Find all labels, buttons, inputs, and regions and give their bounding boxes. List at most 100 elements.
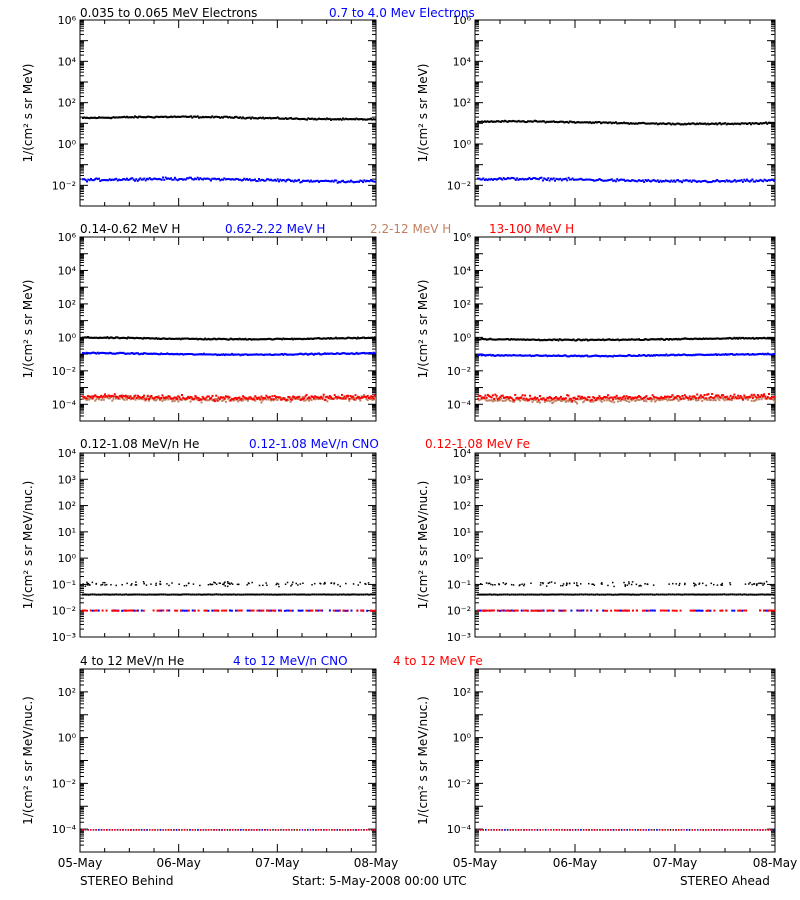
data-point: [606, 122, 609, 125]
data-point: [211, 593, 214, 596]
data-point: [540, 582, 542, 584]
data-point: [738, 397, 741, 400]
data-point: [292, 353, 295, 356]
data-point: [712, 122, 715, 125]
data-point: [115, 395, 117, 398]
data-point: [105, 583, 108, 586]
data-point: [773, 337, 775, 340]
data-point: [198, 178, 200, 181]
data-point: [150, 593, 153, 596]
data-point: [547, 120, 550, 123]
data-point: [192, 115, 195, 118]
data-point: [134, 179, 136, 182]
data-point: [506, 338, 509, 340]
data-point: [676, 354, 679, 357]
data-point: [356, 609, 359, 612]
data-point: [222, 337, 225, 340]
data-point: [260, 395, 263, 398]
data-point: [712, 397, 715, 399]
data-point: [179, 398, 182, 401]
data-point: [672, 398, 675, 401]
data-point: [557, 399, 560, 402]
data-point: [354, 593, 357, 596]
data-point: [226, 178, 228, 181]
data-point: [91, 581, 94, 584]
data-point: [262, 584, 264, 587]
data-point: [342, 117, 344, 120]
data-point: [171, 116, 174, 119]
data-point: [97, 396, 100, 399]
data-point: [181, 394, 183, 396]
data-point: [299, 593, 302, 596]
data-point: [551, 402, 554, 404]
data-point: [167, 116, 170, 119]
data-point: [148, 177, 151, 180]
data-point: [578, 609, 581, 612]
data-point: [527, 354, 530, 357]
data-point: [281, 593, 284, 596]
data-point: [252, 179, 255, 182]
data-point: [542, 339, 545, 342]
data-point: [699, 353, 702, 356]
data-point: [226, 353, 229, 356]
data-point: [315, 609, 318, 612]
data-point: [602, 179, 605, 182]
data-point: [265, 338, 268, 341]
data-point: [626, 338, 629, 341]
data-point: [276, 593, 278, 596]
data-point: [130, 336, 133, 339]
data-point: [656, 123, 659, 126]
data-point: [517, 338, 520, 341]
data-point: [294, 179, 296, 182]
data-point: [758, 337, 761, 340]
data-point: [576, 402, 579, 405]
data-point: [540, 354, 543, 357]
data-point: [167, 337, 170, 340]
data-point: [234, 178, 236, 181]
data-point: [567, 400, 570, 403]
data-point: [273, 394, 276, 397]
data-point: [531, 400, 534, 403]
data-point: [636, 180, 639, 183]
data-point: [600, 397, 603, 400]
data-point: [624, 593, 626, 596]
data-point: [483, 120, 486, 123]
data-point: [671, 122, 674, 125]
data-point: [367, 336, 370, 339]
data-point: [652, 398, 655, 401]
data-point: [524, 338, 527, 341]
data-point: [333, 397, 336, 400]
data-point: [672, 395, 675, 398]
data-point: [110, 117, 112, 120]
data-point: [669, 354, 671, 357]
data-point: [552, 338, 555, 341]
data-point: [745, 593, 748, 596]
data-point: [489, 120, 492, 123]
data-point: [258, 178, 260, 180]
data-point: [489, 337, 492, 340]
data-point: [729, 398, 732, 401]
data-point: [240, 179, 243, 182]
data-point: [196, 398, 199, 401]
data-point: [543, 120, 546, 123]
data-point: [118, 397, 121, 400]
data-point: [364, 180, 367, 183]
data-point: [310, 399, 313, 402]
data-point: [521, 177, 524, 180]
data-point: [616, 397, 619, 400]
data-point: [698, 180, 701, 183]
data-point: [168, 584, 170, 587]
data-point: [693, 354, 696, 357]
y-axis-label: 1/(cm² s sr MeV): [416, 64, 430, 163]
data-point: [350, 118, 352, 121]
data-point: [266, 593, 269, 596]
data-point: [713, 398, 716, 401]
data-point: [319, 337, 321, 340]
data-point: [234, 396, 237, 399]
data-point: [554, 582, 556, 584]
data-point: [344, 397, 347, 400]
data-point: [123, 398, 126, 401]
data-point: [355, 117, 358, 120]
data-point: [748, 353, 751, 356]
data-point: [297, 398, 299, 400]
